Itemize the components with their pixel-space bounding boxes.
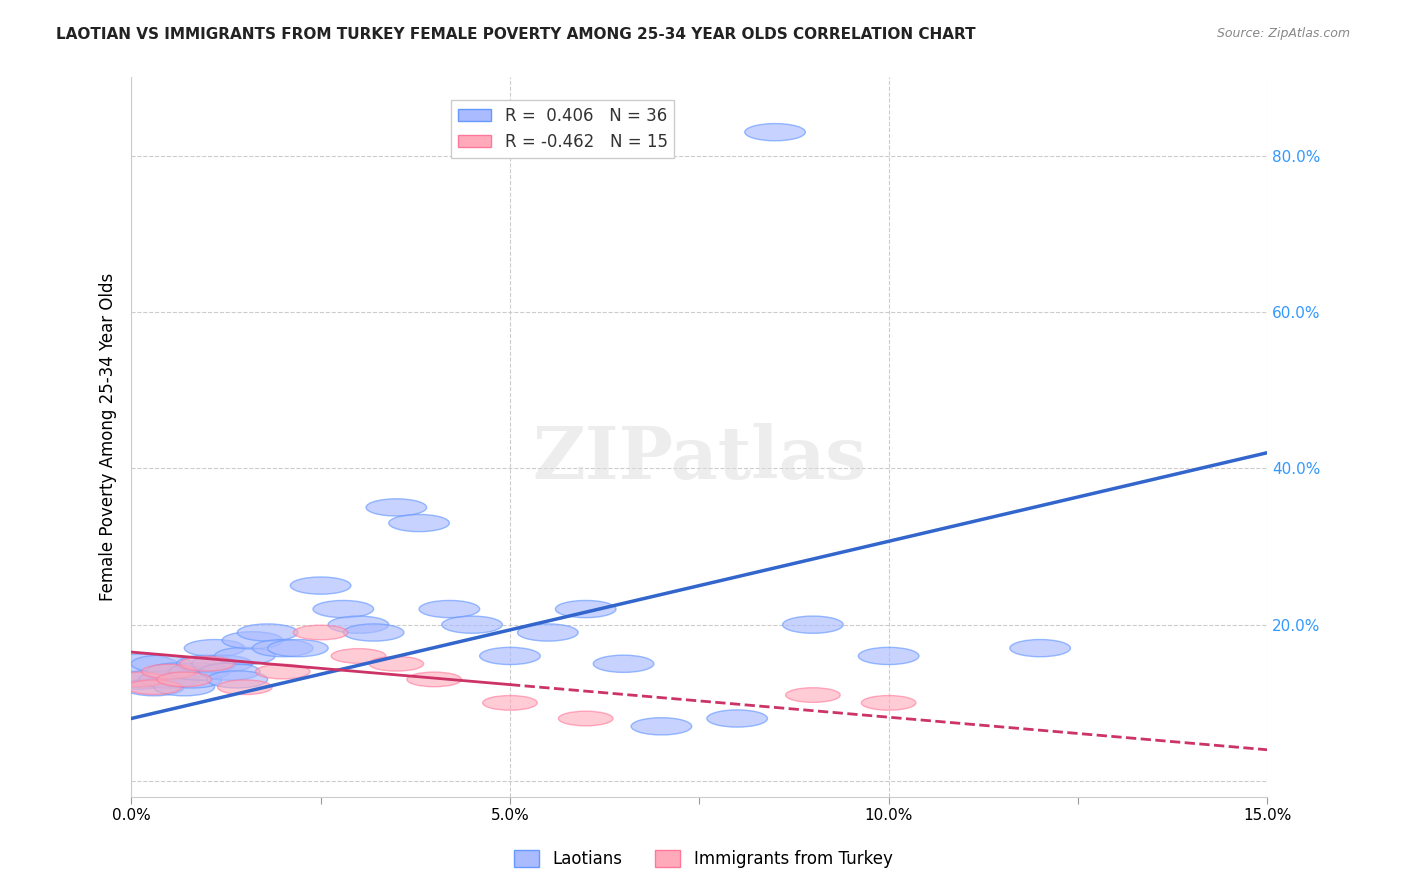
- Ellipse shape: [389, 515, 450, 532]
- Legend: R =  0.406   N = 36, R = -0.462   N = 15: R = 0.406 N = 36, R = -0.462 N = 15: [451, 100, 675, 158]
- Ellipse shape: [479, 648, 540, 665]
- Y-axis label: Female Poverty Among 25-34 Year Olds: Female Poverty Among 25-34 Year Olds: [100, 273, 117, 601]
- Ellipse shape: [631, 718, 692, 735]
- Ellipse shape: [162, 671, 222, 688]
- Ellipse shape: [184, 640, 245, 657]
- Ellipse shape: [707, 710, 768, 727]
- Ellipse shape: [1010, 640, 1070, 657]
- Ellipse shape: [343, 624, 404, 641]
- Ellipse shape: [124, 679, 184, 696]
- Ellipse shape: [253, 640, 314, 657]
- Ellipse shape: [127, 680, 181, 695]
- Ellipse shape: [558, 711, 613, 726]
- Ellipse shape: [786, 688, 841, 702]
- Ellipse shape: [222, 632, 283, 648]
- Text: ZIPatlas: ZIPatlas: [533, 423, 866, 494]
- Ellipse shape: [207, 671, 267, 688]
- Ellipse shape: [314, 600, 374, 617]
- Ellipse shape: [368, 657, 423, 671]
- Ellipse shape: [745, 124, 806, 141]
- Ellipse shape: [783, 616, 844, 633]
- Ellipse shape: [177, 655, 238, 673]
- Ellipse shape: [593, 655, 654, 673]
- Ellipse shape: [441, 616, 502, 633]
- Ellipse shape: [482, 696, 537, 710]
- Ellipse shape: [131, 655, 191, 673]
- Ellipse shape: [157, 672, 211, 687]
- Ellipse shape: [139, 671, 200, 688]
- Ellipse shape: [290, 577, 352, 594]
- Ellipse shape: [191, 655, 253, 673]
- Ellipse shape: [328, 616, 389, 633]
- Ellipse shape: [366, 499, 426, 516]
- Ellipse shape: [200, 663, 260, 681]
- Ellipse shape: [256, 665, 309, 679]
- Text: Source: ZipAtlas.com: Source: ZipAtlas.com: [1216, 27, 1350, 40]
- Legend: Laotians, Immigrants from Turkey: Laotians, Immigrants from Turkey: [508, 843, 898, 875]
- Ellipse shape: [517, 624, 578, 641]
- Ellipse shape: [294, 625, 347, 640]
- Ellipse shape: [555, 600, 616, 617]
- Ellipse shape: [215, 648, 276, 665]
- Ellipse shape: [146, 663, 207, 681]
- Ellipse shape: [111, 672, 166, 687]
- Ellipse shape: [169, 663, 229, 681]
- Ellipse shape: [332, 648, 385, 664]
- Ellipse shape: [155, 679, 215, 696]
- Ellipse shape: [117, 671, 177, 688]
- Ellipse shape: [406, 672, 461, 687]
- Ellipse shape: [142, 665, 197, 679]
- Ellipse shape: [238, 624, 298, 641]
- Ellipse shape: [218, 680, 273, 695]
- Ellipse shape: [858, 648, 920, 665]
- Ellipse shape: [180, 657, 235, 671]
- Ellipse shape: [862, 696, 915, 710]
- Ellipse shape: [93, 654, 184, 690]
- Text: LAOTIAN VS IMMIGRANTS FROM TURKEY FEMALE POVERTY AMONG 25-34 YEAR OLDS CORRELATI: LAOTIAN VS IMMIGRANTS FROM TURKEY FEMALE…: [56, 27, 976, 42]
- Ellipse shape: [267, 640, 328, 657]
- Ellipse shape: [419, 600, 479, 617]
